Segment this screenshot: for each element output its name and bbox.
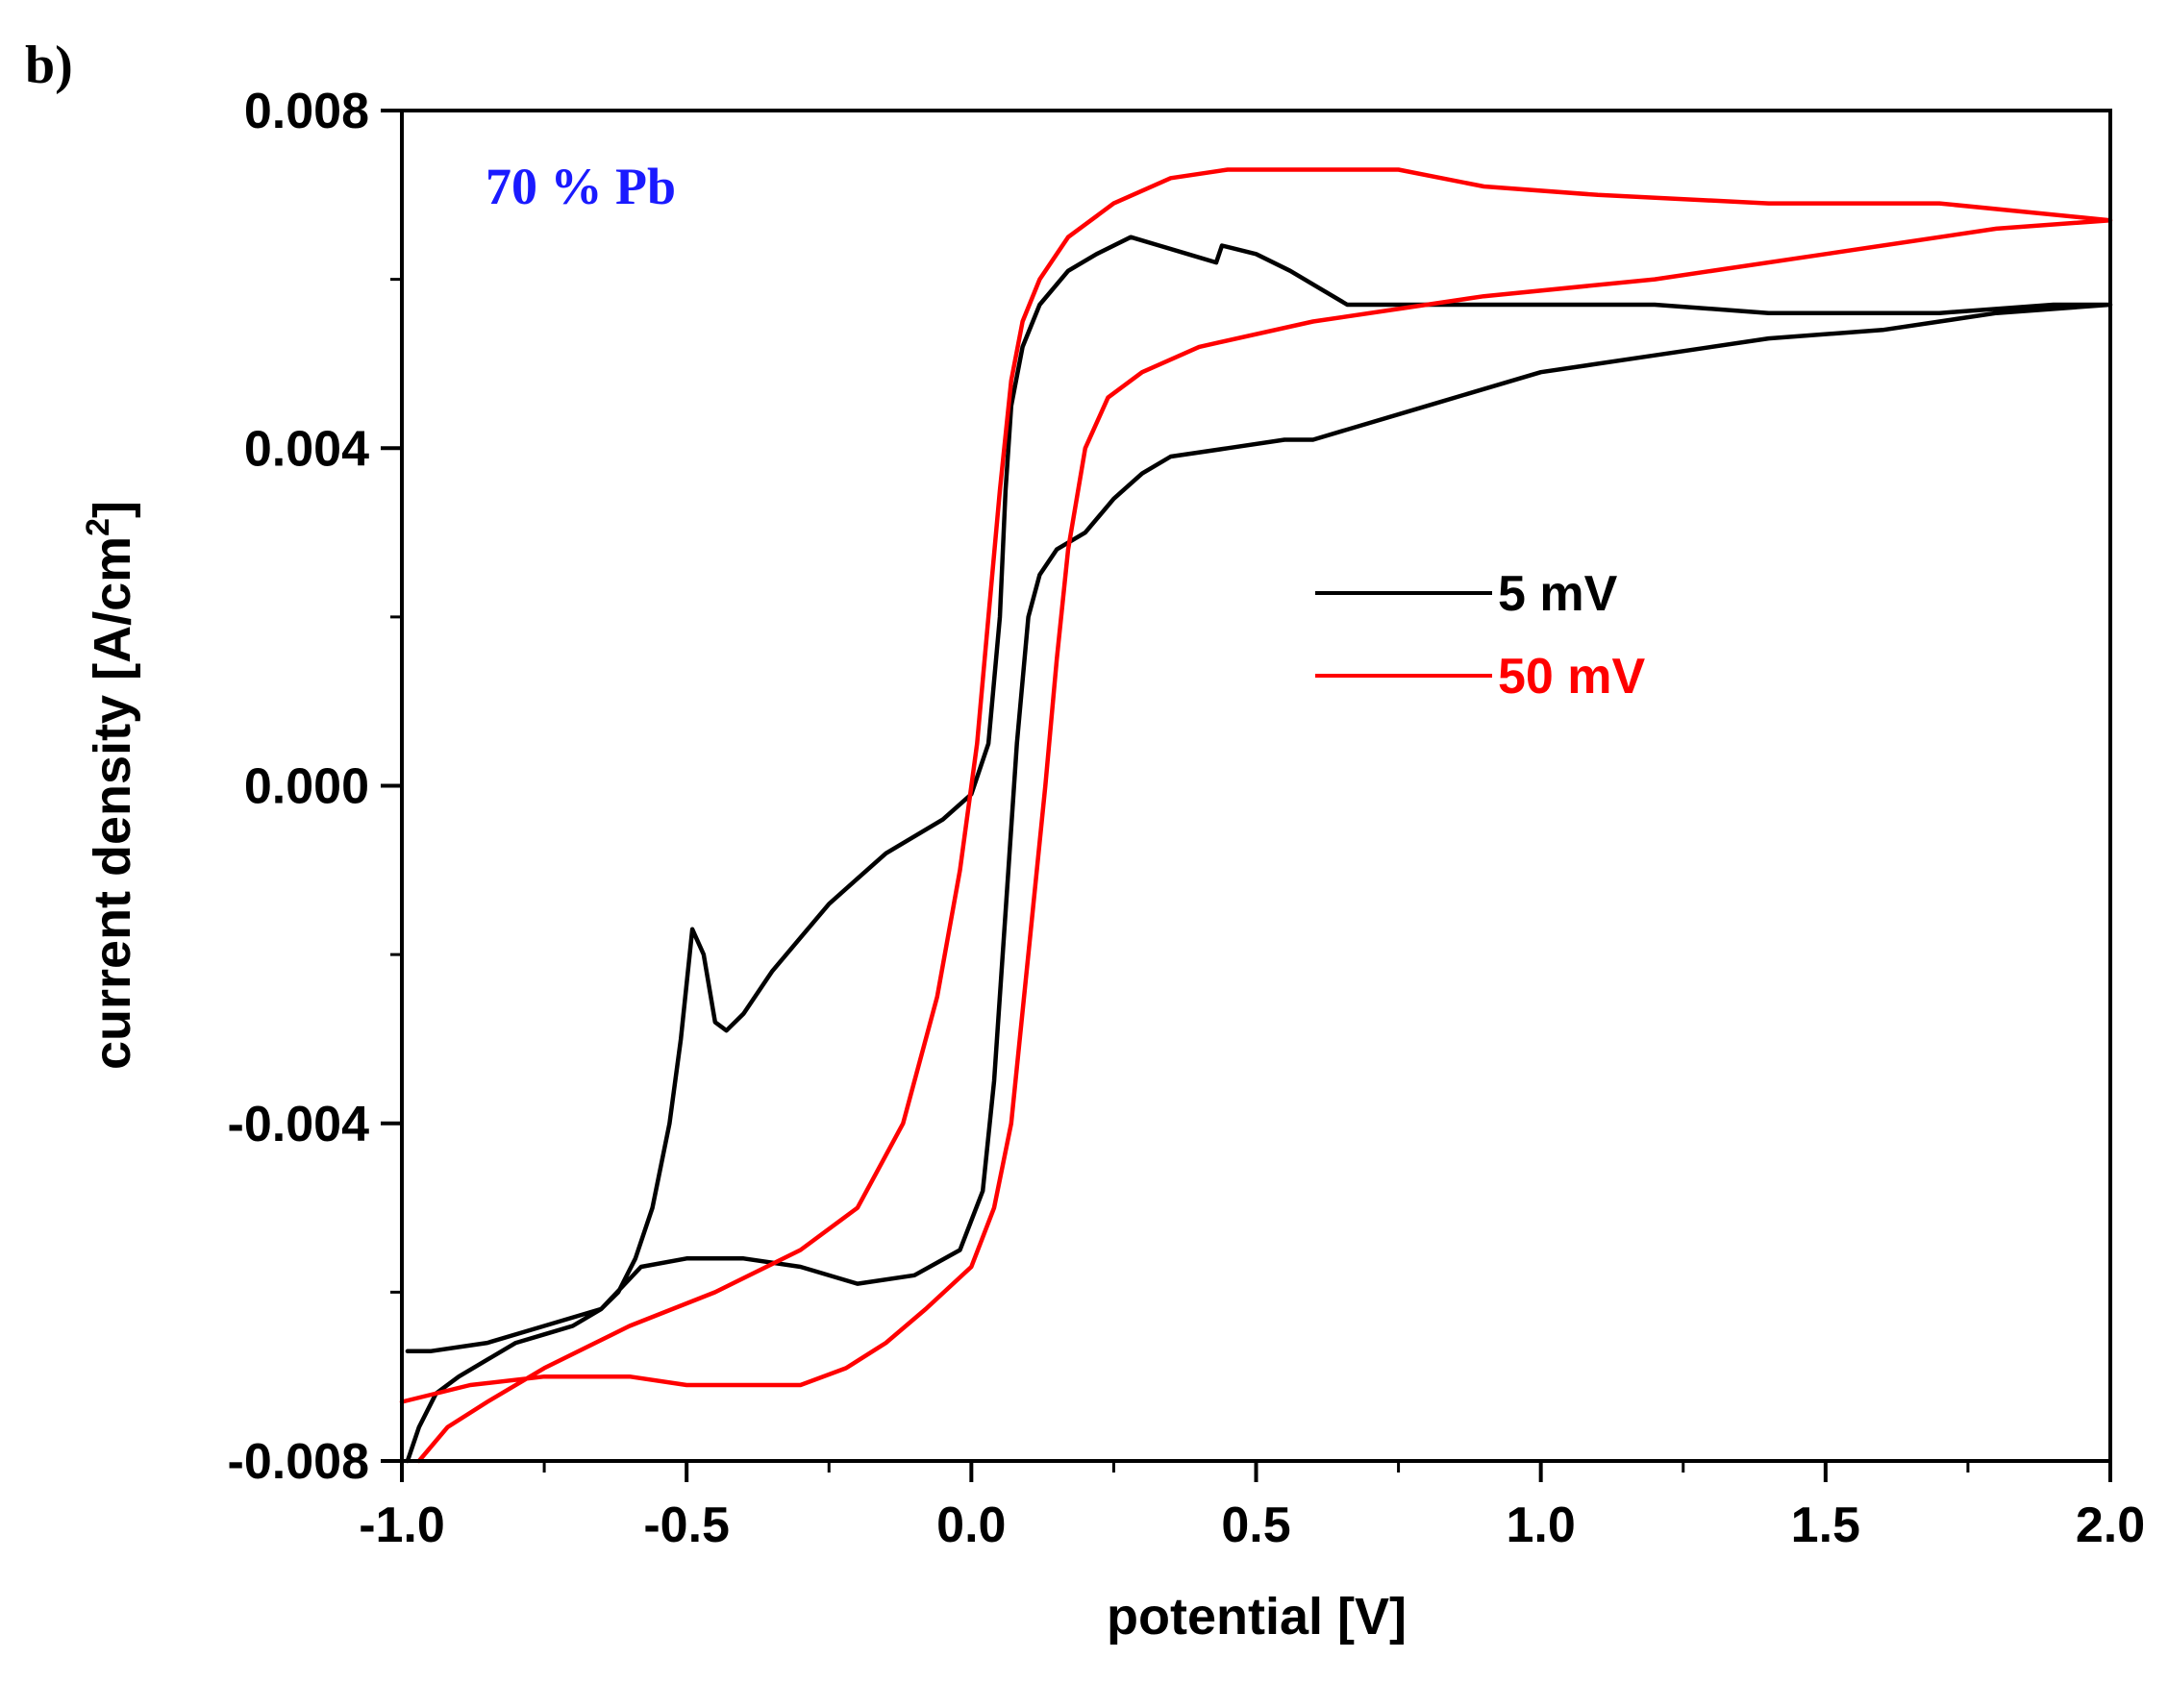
series-layer <box>399 167 2113 1464</box>
y-tick-label: 0.008 <box>244 84 369 139</box>
x-tick-label: -1.0 <box>359 1498 445 1553</box>
composition-annotation: 70 % Pb <box>486 158 676 215</box>
y-axis-label: current density [A/cm2] <box>80 501 141 1070</box>
y-tick-label: -0.008 <box>228 1434 369 1490</box>
y-axis-label-close: ] <box>84 501 141 518</box>
series-line-5mv <box>405 235 2113 1464</box>
plot-frame <box>400 109 2112 1463</box>
legend-label-50mv: 50 mV <box>1498 649 1646 705</box>
panel-label: b) <box>25 36 73 95</box>
series-line-50mv <box>399 167 2113 1464</box>
legend-label-5mv: 5 mV <box>1498 566 1618 622</box>
x-tick-label: 0.5 <box>1221 1498 1290 1553</box>
legend: 5 mV 50 mV <box>1315 566 1646 705</box>
x-tick-label: 2.0 <box>2076 1498 2145 1553</box>
x-tick-label: 1.5 <box>1791 1498 1860 1553</box>
x-axis-label: potential [V] <box>1107 1588 1407 1646</box>
y-tick-labels: -0.008 -0.004 0.000 0.004 0.008 <box>228 84 370 1490</box>
x-tick-label: -0.5 <box>643 1498 730 1553</box>
x-tick-labels: -1.0 -0.5 0.0 0.5 1.0 1.5 2.0 <box>359 1498 2145 1553</box>
x-tick-label: 1.0 <box>1507 1498 1576 1553</box>
y-tick-label: 0.000 <box>244 759 369 815</box>
y-tick-label: 0.004 <box>244 421 369 477</box>
y-axis-label-main: current density [A/cm <box>84 536 141 1070</box>
x-tick-label: 0.0 <box>936 1498 1006 1553</box>
y-tick-label: -0.004 <box>228 1097 370 1152</box>
y-axis-label-superscript: 2 <box>80 518 116 536</box>
